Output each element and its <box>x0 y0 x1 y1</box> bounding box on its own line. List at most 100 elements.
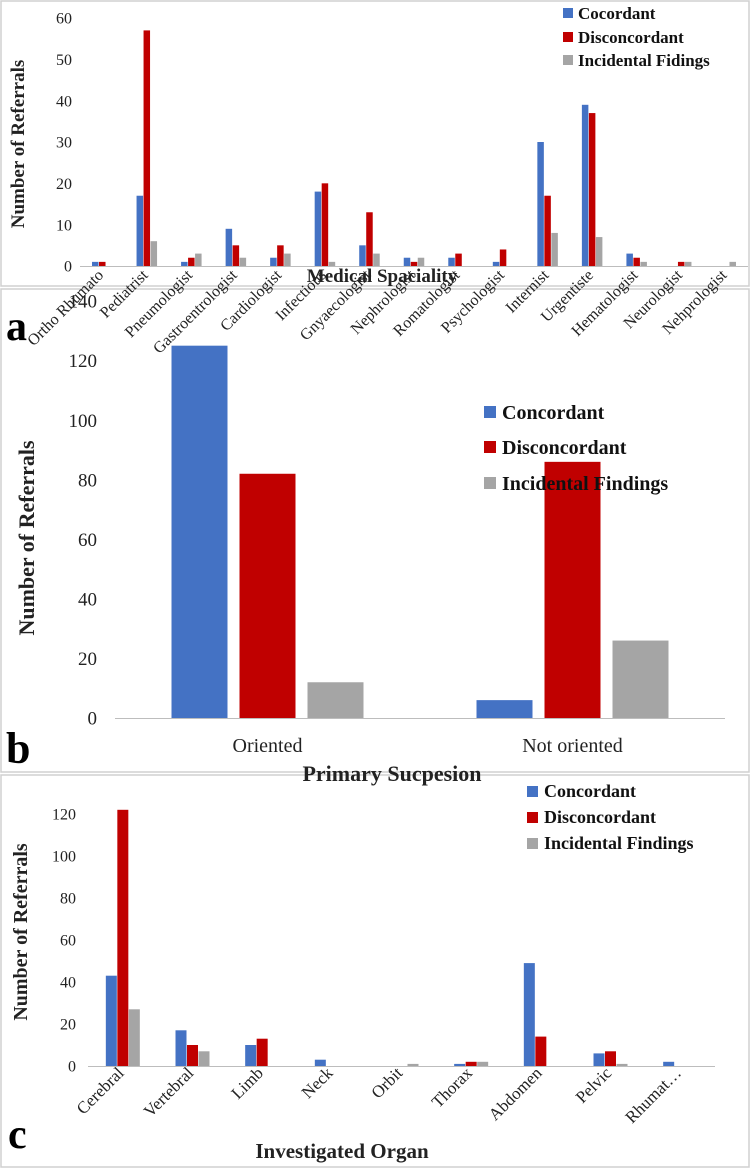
bar-incidental-5 <box>284 253 291 266</box>
legend-label-incidental: Incidental Findings <box>502 473 668 495</box>
y-tick-label: 100 <box>52 849 76 866</box>
x-tick-label: Limb <box>228 1063 267 1102</box>
bar-concordant-3 <box>245 1045 257 1066</box>
y-tick-label: 50 <box>56 52 72 69</box>
bar-disconcordant-6 <box>465 1061 477 1066</box>
y-tick-label: 100 <box>69 411 98 432</box>
bar-incidental-2 <box>150 241 158 266</box>
legend-swatch-disconcordant <box>527 812 538 823</box>
bar-concordant-4 <box>314 1059 326 1066</box>
bar-disconcordant-7 <box>366 212 373 266</box>
bar-disconcordant-2 <box>544 461 601 718</box>
y-tick-label: 0 <box>88 709 98 730</box>
x-tick-label: Oriented <box>233 735 303 757</box>
legend-swatch-incidental <box>563 55 573 65</box>
bar-disconcordant-4 <box>232 245 240 266</box>
bar-disconcordant-8 <box>410 261 418 266</box>
chart-a-bars <box>92 30 736 267</box>
chart-b-legend: Concordant Disconcordant Incidental Find… <box>484 402 668 495</box>
bar-incidental-15 <box>729 261 736 266</box>
x-tick-label: Thorax <box>428 1063 477 1112</box>
chart-c-x-axis-label: Investigated Organ <box>255 1139 429 1163</box>
chart-c-x-ticks: Cerebral Vertebral Limb Neck Orbit Thorax Abdo… <box>73 1063 685 1127</box>
bar-concordant-4 <box>225 228 233 266</box>
legend-swatch-incidental <box>527 838 538 849</box>
x-tick-label: Rhumat… <box>621 1063 685 1127</box>
bar-concordant-9 <box>663 1061 675 1066</box>
chart-c-legend: Concordant Disconcordant Incidental Find… <box>527 781 694 853</box>
bar-concordant-1 <box>171 345 228 718</box>
y-tick-label: 60 <box>56 11 72 28</box>
bar-concordant-5 <box>270 257 277 266</box>
bar-disconcordant-14 <box>677 261 685 266</box>
bar-concordant-1 <box>105 975 117 1066</box>
bar-concordant-6 <box>314 191 322 266</box>
legend-label-disconcordant: Disconcordant <box>578 28 684 47</box>
legend-label-disconcordant: Disconcordant <box>502 437 627 459</box>
x-tick-label: Neck <box>298 1063 337 1102</box>
bar-incidental-6 <box>328 261 336 266</box>
chart-b-bars <box>171 345 669 718</box>
panel-a-letter: a <box>6 304 27 350</box>
bar-concordant-9 <box>448 257 455 266</box>
y-tick-label: 10 <box>56 217 72 234</box>
bar-incidental-4 <box>239 257 247 266</box>
bar-disconcordant-6 <box>321 183 329 266</box>
legend-label-incidental: Incidental Findings <box>544 833 694 853</box>
y-tick-label: 40 <box>56 93 72 110</box>
y-tick-label: 140 <box>69 292 98 313</box>
bar-concordant-13 <box>626 253 633 266</box>
bar-disconcordant-7 <box>535 1036 547 1066</box>
bar-disconcordant-11 <box>544 195 551 266</box>
chart-c-bars <box>105 809 675 1066</box>
bar-incidental-2 <box>198 1051 210 1066</box>
legend-label-concordant: Concordant <box>544 781 636 801</box>
bar-disconcordant-2 <box>187 1045 198 1066</box>
x-tick-label: Cerebral <box>73 1063 128 1118</box>
legend-label-concordant: Cocordant <box>578 4 656 23</box>
chart-b-y-axis-label: Number of Referrals <box>14 440 39 636</box>
bar-concordant-2 <box>136 195 144 266</box>
bar-disconcordant-5 <box>277 245 284 266</box>
bar-disconcordant-3 <box>188 257 195 266</box>
panel-b-frame <box>0 288 750 773</box>
bar-incidental-6 <box>477 1061 489 1066</box>
chart-c-y-ticks: 0 20 40 60 80 100 120 <box>52 807 76 1076</box>
x-tick-label: Vertebral <box>140 1063 198 1121</box>
bar-incidental-3 <box>195 253 202 266</box>
bar-disconcordant-3 <box>256 1038 268 1066</box>
y-tick-label: 60 <box>78 530 97 551</box>
legend-swatch-concordant <box>484 406 496 418</box>
bar-concordant-1 <box>92 261 99 266</box>
bar-incidental-2 <box>612 640 669 718</box>
panel-b-letter: b <box>6 724 30 773</box>
bar-disconcordant-10 <box>499 249 507 266</box>
chart-b-x-ticks: Oriented Not oriented <box>233 735 623 757</box>
bar-concordant-2 <box>175 1030 187 1066</box>
bar-incidental-5 <box>407 1063 419 1066</box>
bar-concordant-8 <box>593 1053 605 1066</box>
bar-incidental-7 <box>373 253 380 266</box>
legend-label-incidental: Incidental Fidings <box>578 51 710 70</box>
chart-b-y-ticks: 0 20 40 60 80 100 120 140 <box>69 292 98 730</box>
bar-disconcordant-9 <box>455 253 462 266</box>
panel-a-frame <box>0 0 750 287</box>
y-tick-label: 120 <box>52 807 76 824</box>
chart-c: 0 20 40 60 80 100 120 Cerebral Vertebral Limb Nec… <box>8 781 715 1163</box>
bar-disconcordant-12 <box>588 113 596 266</box>
bar-disconcordant-2 <box>143 30 151 267</box>
y-tick-label: 80 <box>60 891 76 908</box>
y-tick-label: 40 <box>78 590 97 611</box>
legend-swatch-incidental <box>484 477 496 489</box>
chart-a-legend: Cocordant Disconcordant Incidental Fidin… <box>563 4 710 70</box>
bar-incidental-8 <box>417 257 425 266</box>
bar-concordant-7 <box>523 963 535 1066</box>
legend-label-disconcordant: Disconcordant <box>544 807 656 827</box>
legend-swatch-disconcordant <box>484 441 496 453</box>
bar-incidental-1 <box>307 682 364 718</box>
bar-disconcordant-13 <box>633 257 640 266</box>
x-tick-label: Orbit <box>368 1063 407 1102</box>
